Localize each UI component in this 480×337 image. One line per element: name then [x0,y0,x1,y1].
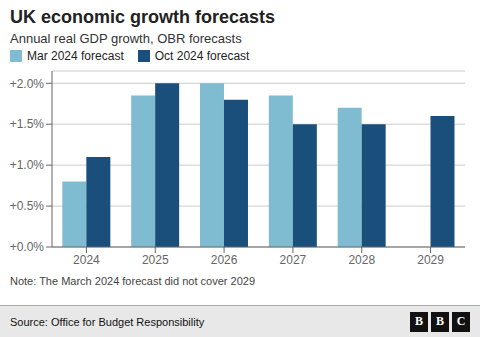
html-text:C: C [456,314,466,328]
html-text:Note: The March 2024 forecast: Note: The March 2024 forecast did not co… [10,275,255,287]
svg-text:2025: 2025 [142,253,169,267]
html-text:UK economic growth forecasts: UK economic growth forecasts [10,7,276,27]
html-text:Source: Office for Budget Resp: Source: Office for Budget Responsibility [10,315,205,328]
svg-text:+1.0%: +1.0% [10,158,45,172]
svg-text:+0.5%: +0.5% [10,199,45,213]
html-text:B: B [436,314,444,328]
svg-text:+2.0%: +2.0% [10,77,45,91]
svg-text:2027: 2027 [280,253,307,267]
svg-text:+1.5%: +1.5% [10,117,45,131]
html-text:Annual real GDP growth, OBR fo: Annual real GDP growth, OBR forecasts [10,31,242,46]
svg-text:2026: 2026 [211,253,238,267]
svg-text:2029: 2029 [417,253,444,267]
html-text:Oct 2024 forecast: Oct 2024 forecast [154,49,250,63]
html-text:Mar 2024 forecast: Mar 2024 forecast [27,49,124,63]
svg-text:2028: 2028 [348,253,375,267]
html-text:B: B [415,314,423,328]
svg-text:+0.0%: +0.0% [10,240,45,254]
svg-text:2024: 2024 [73,253,100,267]
